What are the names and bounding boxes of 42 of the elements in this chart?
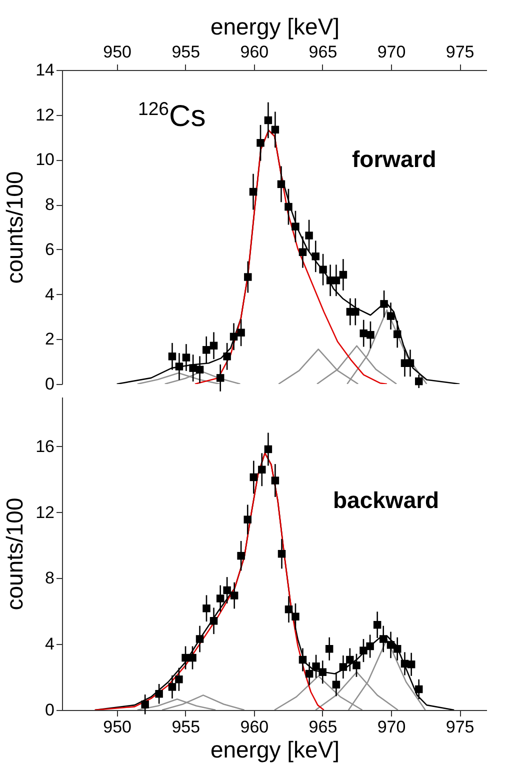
point: [305, 232, 313, 240]
x-tick-label: 960: [240, 718, 269, 736]
point: [244, 273, 252, 281]
y-tick-label: 14: [36, 60, 54, 80]
x-tick-label: 960: [240, 42, 269, 62]
point: [366, 331, 374, 339]
x-tick-label: 970: [377, 42, 406, 62]
x-tick-label: 955: [172, 718, 200, 736]
annotation: forward: [352, 146, 436, 173]
y-tick-label: 8: [45, 568, 54, 588]
point: [256, 139, 264, 147]
x-tick-label: 950: [103, 42, 132, 62]
y-tick-label: 12: [36, 105, 54, 124]
x-tick-label: 975: [446, 42, 474, 62]
x-axis-title: energy [keV]: [210, 736, 340, 762]
y-tick-label: 10: [36, 150, 54, 170]
annotation: $^{126}$Cs: [138, 98, 206, 134]
point: [380, 300, 388, 308]
y-tick-label: 16: [36, 436, 54, 456]
x-tick-label: 965: [308, 42, 338, 62]
point: [319, 266, 327, 274]
y-tick-label: 12: [36, 502, 54, 522]
x-axis-title: energy [keV]: [210, 14, 340, 40]
point: [292, 222, 300, 230]
y-tick-label: 8: [45, 195, 54, 214]
y-axis-title: counts/100: [2, 171, 28, 284]
point: [223, 352, 231, 360]
point: [141, 700, 149, 708]
annotation: backward: [333, 487, 440, 514]
point: [292, 612, 300, 620]
y-tick-label: 4: [45, 284, 54, 304]
y-axis-title: counts/100: [2, 498, 28, 610]
x-tick-label: 965: [308, 718, 338, 736]
y-tick-label: 0: [45, 374, 54, 394]
y-tick-label: 0: [45, 700, 54, 720]
y-tick-label: 2: [45, 330, 54, 349]
y-tick-label: 6: [45, 240, 54, 259]
x-tick-label: 975: [446, 718, 474, 736]
x-tick-label: 950: [103, 718, 132, 736]
x-tick-label: 970: [377, 718, 406, 736]
y-tick-label: 4: [45, 634, 54, 654]
x-tick-label: 955: [172, 42, 200, 62]
